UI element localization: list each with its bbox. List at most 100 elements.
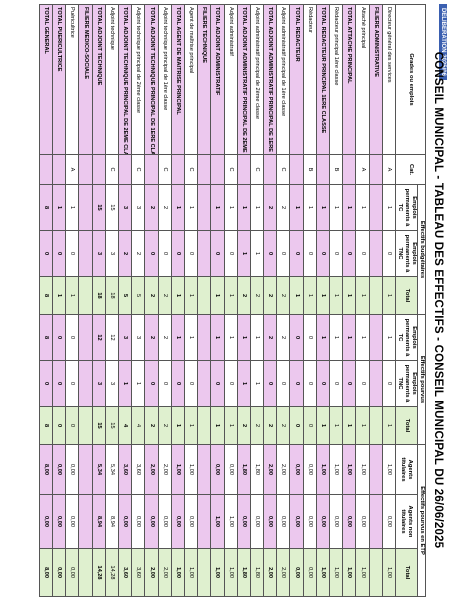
value-cell: 1 — [65, 276, 79, 315]
value-cell: C — [131, 154, 145, 185]
value-cell: 2 — [144, 184, 159, 231]
grade-cell: Puéricultrice — [65, 4, 79, 155]
value-cell: 1 — [171, 276, 185, 315]
value-cell: 0 — [65, 360, 79, 407]
value-cell: 4 — [118, 406, 132, 445]
value-cell: 3 — [105, 360, 119, 407]
empty-cell — [79, 230, 93, 277]
value-cell: 1 — [210, 184, 225, 231]
value-cell: 0,00 — [39, 494, 53, 549]
value-cell: 0,00 — [158, 494, 172, 549]
value-cell: 1 — [329, 406, 343, 445]
empty-cell — [369, 494, 383, 549]
value-cell: 0 — [276, 230, 290, 277]
value-cell: 1 — [171, 184, 185, 231]
value-cell: 1 — [250, 230, 264, 277]
grade-row: Rédacteur B 1 0 1 0 0 0 0,00 0,00 0,00 — [303, 4, 317, 597]
value-cell: 0 — [184, 360, 198, 407]
value-cell: 2 — [263, 406, 277, 445]
value-cell: C — [158, 154, 172, 185]
value-cell: 3,60 — [131, 548, 145, 597]
value-cell — [316, 154, 330, 185]
grade-cell: Adjoint technique — [105, 4, 119, 155]
value-cell: 0,00 — [342, 494, 356, 549]
highlight-row: TOTAL ADJOINT ADMINISTRATIF PRINCIPAL DE… — [263, 4, 277, 597]
value-cell: 12 — [105, 314, 119, 361]
highlight-row: TOTAL AGENT DE MAITRISE PRINCIPAL 1 0 1 1 0 1 1… — [171, 4, 185, 597]
value-cell: 3,60 — [131, 444, 145, 495]
value-cell: 4 — [131, 406, 145, 445]
column-header: Emplois permanents à TC — [395, 184, 418, 231]
value-cell: 5 — [131, 276, 145, 315]
value-cell — [171, 154, 185, 185]
grade-row: Directeur général des services A 1 0 1 1 0 1 1,0… — [382, 4, 396, 597]
value-cell: 2 — [158, 184, 172, 231]
value-cell: 2 — [263, 314, 277, 361]
value-cell: 8 — [39, 184, 53, 231]
value-cell: 1 — [210, 406, 225, 445]
table-head: Grades ou emplois Cat. Effectifs budgétair… — [395, 4, 426, 597]
value-cell: 0,00 — [171, 494, 185, 549]
value-cell: 0 — [303, 314, 317, 361]
value-cell: 1 — [303, 184, 317, 231]
grade-row: Adjoint technique principal de 2ème clas… — [131, 4, 145, 597]
value-cell: 1 — [250, 314, 264, 361]
value-cell: 8,00 — [39, 548, 53, 597]
value-cell: 0,00 — [184, 494, 198, 549]
value-cell: 0,00 — [52, 444, 66, 495]
value-cell — [342, 154, 356, 185]
value-cell: 0,00 — [52, 494, 66, 549]
value-cell: 1 — [210, 314, 225, 361]
value-cell: 1,80 — [237, 548, 251, 597]
empty-cell — [369, 360, 383, 407]
value-cell: 1 — [184, 314, 198, 361]
value-cell: 0 — [316, 230, 330, 277]
value-cell: 2 — [131, 230, 145, 277]
empty-cell — [369, 406, 383, 445]
value-cell: 1 — [250, 360, 264, 407]
value-cell: 2 — [144, 276, 159, 315]
value-cell: 0 — [316, 360, 330, 407]
value-cell: 0,00 — [237, 494, 251, 549]
highlight-row: TOTAL ATTACHE PRINCIPAL 1 0 1 1 0 1 1,00 0,00 1,0… — [342, 4, 356, 597]
value-cell: A — [65, 154, 79, 185]
value-cell: 1 — [329, 314, 343, 361]
value-cell: 1 — [316, 276, 330, 315]
value-cell: 1,00 — [382, 548, 396, 597]
value-cell: 0 — [290, 230, 304, 277]
empty-cell — [369, 444, 383, 495]
value-cell: 1 — [224, 184, 238, 231]
value-cell: 0 — [290, 406, 304, 445]
value-cell: 3 — [118, 314, 132, 361]
value-cell: 5,34 — [92, 444, 106, 495]
value-cell: 0 — [158, 360, 172, 407]
value-cell: 1,00 — [210, 548, 225, 597]
value-cell: 1 — [184, 276, 198, 315]
value-cell: 1 — [316, 184, 330, 231]
grade-cell: FILIERE MEDICO-SOCIALE — [79, 4, 93, 155]
value-cell: 2,00 — [263, 548, 277, 597]
value-cell: 0 — [144, 230, 159, 277]
value-cell: 15 — [92, 184, 106, 231]
value-cell: 3 — [92, 230, 106, 277]
empty-cell — [197, 276, 211, 315]
value-cell: 8 — [39, 406, 53, 445]
empty-cell — [369, 184, 383, 231]
group-header: Effectifs pourvus — [417, 314, 426, 445]
group-header: Effectifs pourvus en ETP — [417, 444, 426, 597]
empty-cell — [197, 494, 211, 549]
grade-cell: Adjoint technique principal de 2ème clas… — [131, 4, 145, 155]
value-cell: 1 — [224, 276, 238, 315]
value-cell: 2 — [158, 314, 172, 361]
value-cell: 2,00 — [276, 444, 290, 495]
value-cell: 2 — [276, 406, 290, 445]
value-cell: 3 — [131, 314, 145, 361]
value-cell: 1 — [355, 314, 370, 361]
value-cell: 1 — [316, 314, 330, 361]
value-cell — [39, 154, 53, 185]
value-cell: 2 — [158, 406, 172, 445]
empty-cell — [79, 444, 93, 495]
highlight-row: FILIERE ADMINISTRATIVE — [369, 4, 383, 597]
value-cell: 0 — [52, 360, 66, 407]
